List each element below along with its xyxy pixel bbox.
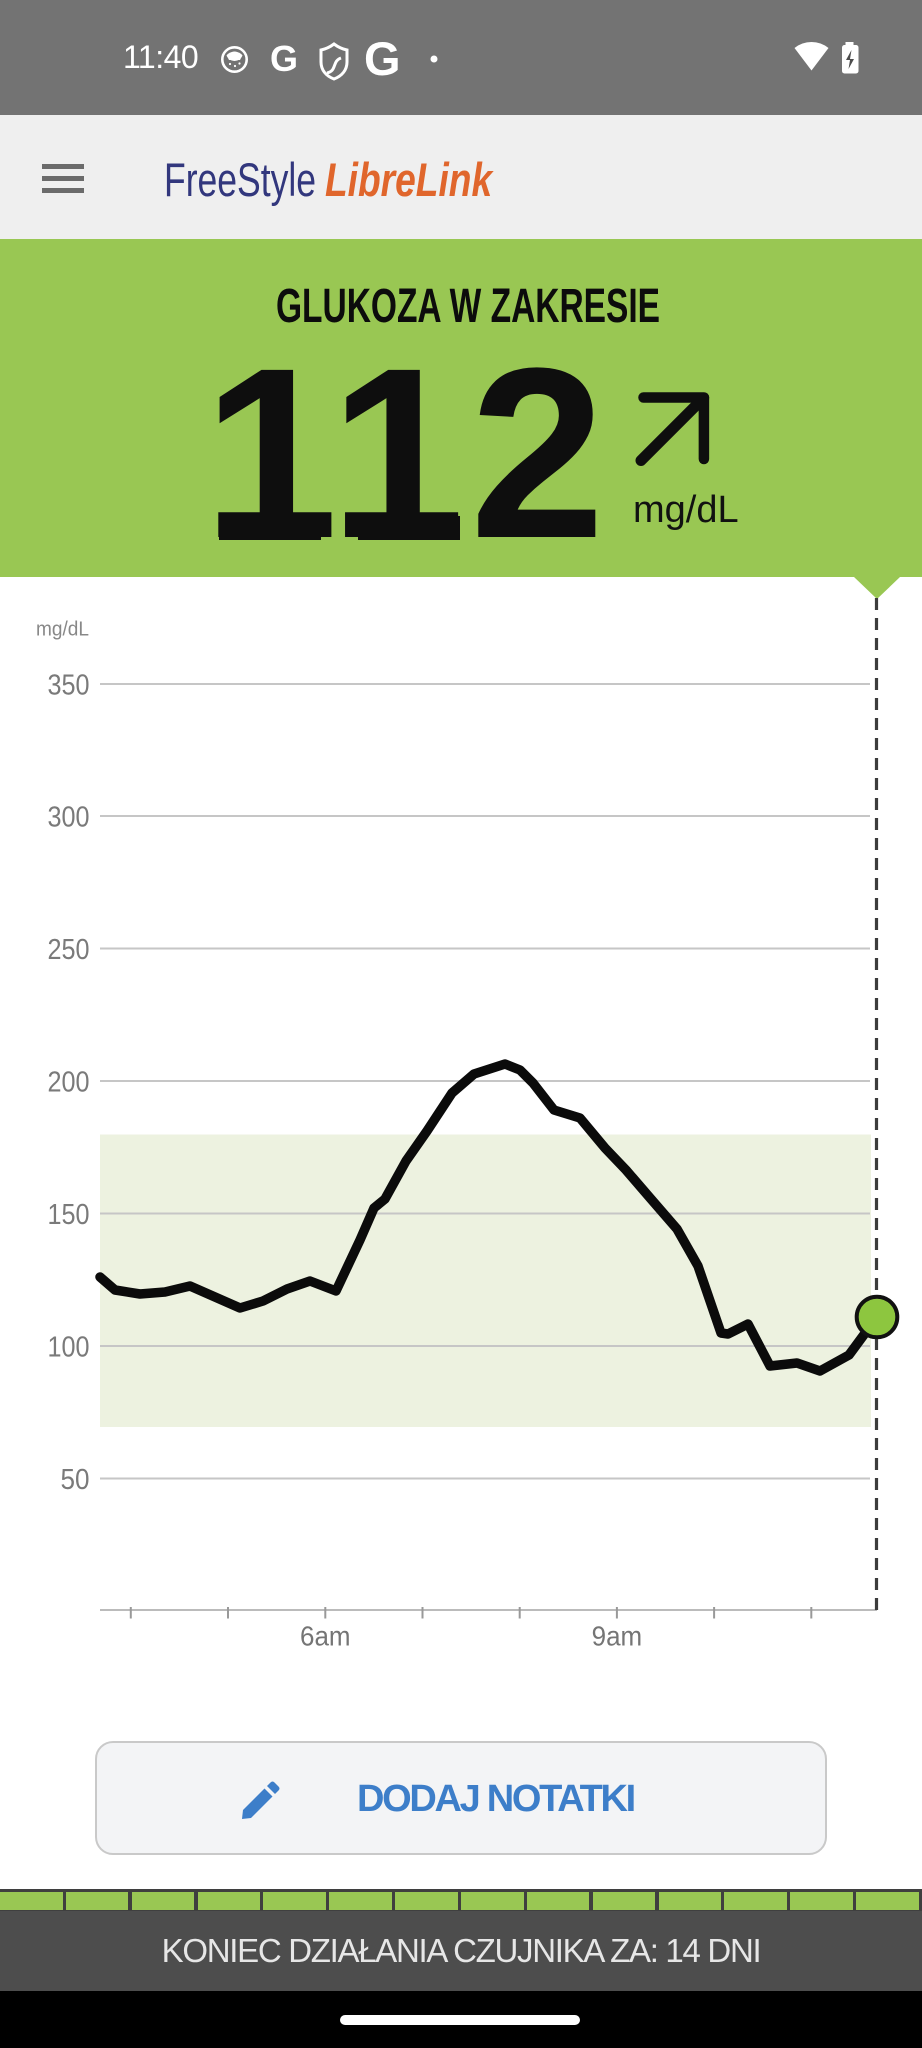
svg-text:6am: 6am — [300, 1621, 351, 1652]
svg-text:250: 250 — [48, 934, 90, 966]
svg-text:100: 100 — [48, 1331, 90, 1363]
svg-text:9am: 9am — [592, 1621, 643, 1652]
svg-text:50: 50 — [61, 1464, 90, 1496]
svg-text:150: 150 — [48, 1199, 90, 1231]
svg-text:G: G — [364, 32, 401, 85]
svg-text:G: G — [270, 38, 298, 79]
svg-text:350: 350 — [48, 669, 90, 701]
svg-text:300: 300 — [48, 801, 90, 833]
svg-text:mg/dL: mg/dL — [36, 619, 89, 641]
svg-text:200: 200 — [48, 1066, 90, 1098]
